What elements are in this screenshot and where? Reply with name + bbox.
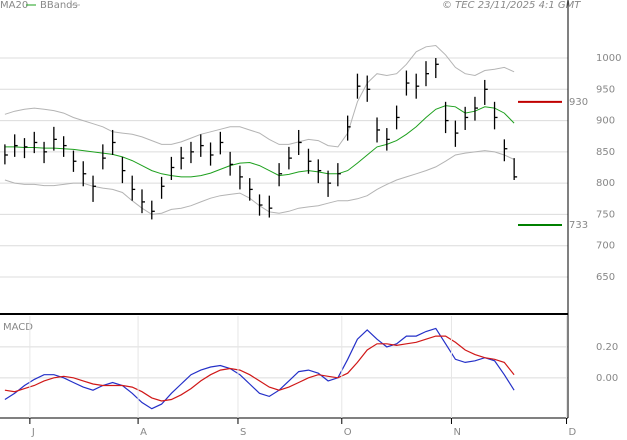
x-tick-label: N — [453, 427, 460, 438]
macd-line — [4, 327, 515, 410]
legend-label: MA20 — [0, 0, 28, 11]
x-tick-label: S — [240, 427, 246, 438]
macd-title: MACD — [3, 322, 33, 333]
bollinger-band — [4, 44, 515, 148]
y-tick-label: 900 — [596, 116, 615, 127]
ma-line — [4, 105, 515, 178]
legend-label: BBands — [40, 0, 78, 11]
x-tick-label: J — [31, 427, 35, 438]
credit: © TEC 23/11/2025 4:1 GMT — [442, 0, 581, 11]
y-tick-label: 750 — [596, 209, 615, 220]
level-label: 733 — [569, 220, 588, 231]
level-label: 930 — [569, 97, 588, 108]
y-tick-label: 700 — [596, 241, 615, 252]
x-tick-label: D — [569, 427, 577, 438]
y-tick-label: 0.00 — [596, 373, 618, 384]
y-tick-label: 850 — [596, 147, 615, 158]
y-tick-label: 950 — [596, 84, 615, 95]
x-tick-label: O — [344, 427, 352, 438]
y-tick-label: 0.20 — [596, 342, 618, 353]
x-tick-label: A — [140, 427, 147, 438]
macd-line — [4, 335, 515, 402]
y-tick-label: 650 — [596, 272, 615, 283]
y-tick-label: 800 — [596, 178, 615, 189]
y-tick-label: 1000 — [596, 53, 621, 64]
